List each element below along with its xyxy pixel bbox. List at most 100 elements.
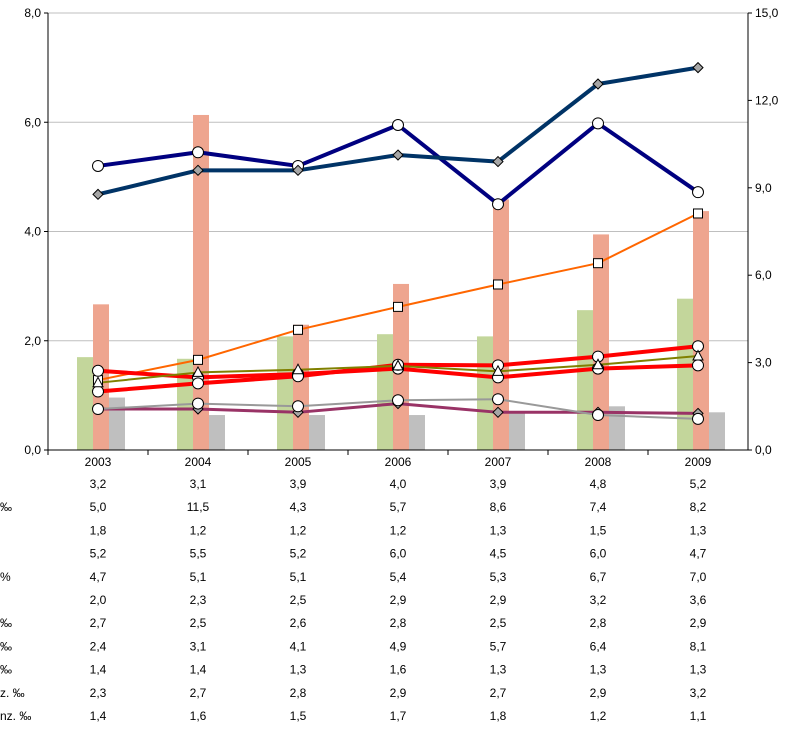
bar: [77, 357, 93, 450]
table-cell: 2,3: [90, 686, 107, 700]
marker-triangle: [192, 365, 204, 377]
table-cell: 2,0: [90, 593, 107, 607]
marker-diamond: [392, 149, 404, 161]
marker-triangle: [92, 376, 104, 388]
marker-circle: [292, 400, 304, 413]
table-cell: 6,4: [590, 639, 607, 653]
y-tick-label-left: 8,0: [24, 6, 41, 20]
table-cell: 4,3: [290, 500, 307, 514]
marker-triangle: [392, 359, 404, 371]
table-cell: 2,8: [390, 616, 407, 630]
table-cell: 5,5: [190, 547, 207, 561]
y-tick-label-right: 0,0: [755, 443, 772, 457]
table-cell: 3,1: [190, 477, 207, 491]
bar: [193, 114, 209, 450]
marker-circle: [92, 385, 104, 398]
table-cell: 8,2: [690, 500, 707, 514]
y-tick-label-left: 0,0: [24, 443, 41, 457]
bar: [109, 397, 125, 450]
marker-circle: [592, 117, 604, 130]
table-cell: 2,5: [290, 593, 307, 607]
marker-circle: [592, 409, 604, 422]
data-table: 3,2 3,1 3,9 4,0 3,9 4,8 5,2 ‰ 5,0 11,5 4,3 5,7 8,6 7,…: [0, 477, 707, 723]
bar: [377, 334, 393, 450]
series-line: [97, 121, 700, 207]
bar: [493, 199, 509, 450]
table-cell: 5,0: [90, 500, 107, 514]
y-tick-label-right: 9,0: [755, 181, 772, 195]
table-row-label: ‰: [0, 500, 12, 514]
x-tick-label: 2009: [685, 455, 712, 469]
table-cell: 3,9: [490, 477, 507, 491]
table-cell: 1,8: [490, 709, 507, 723]
marker-triangle: [292, 363, 304, 375]
table-cell: 5,2: [90, 547, 107, 561]
table-cell: 1,5: [590, 523, 607, 537]
table-row-label: z. ‰: [0, 686, 25, 700]
table-cell: 2,7: [490, 686, 507, 700]
table-cell: 7,0: [690, 570, 707, 584]
y-tick-label-left: 6,0: [24, 115, 41, 129]
bar: [409, 415, 425, 450]
table-cell: 2,5: [190, 616, 207, 630]
marker-diamond: [192, 164, 204, 177]
marker-triangle: [492, 364, 504, 376]
marker-square: [493, 279, 503, 290]
marker-diamond: [492, 155, 504, 168]
marker-diamond: [592, 78, 604, 90]
table-cell: 3,6: [690, 593, 707, 607]
table-cell: 8,6: [490, 500, 507, 514]
table-row-label: %: [0, 570, 11, 584]
y-tick-label-right: 3,0: [755, 356, 772, 370]
x-tick-label: 2007: [485, 455, 512, 469]
marker-circle: [692, 412, 704, 425]
marker-triangle: [592, 358, 604, 370]
table-cell: 2,9: [490, 593, 507, 607]
marker-circle: [692, 359, 704, 372]
table-cell: 4,7: [90, 570, 107, 584]
table-cell: 5,1: [290, 570, 307, 584]
table-cell: 1,2: [190, 523, 207, 537]
marker-circle: [192, 397, 204, 410]
table-cell: 4,5: [490, 547, 507, 561]
y-tick-label-left: 2,0: [24, 334, 41, 348]
bar: [693, 211, 709, 450]
marker-diamond: [692, 61, 704, 74]
table-cell: 1,4: [90, 663, 107, 677]
table-cell: 5,1: [190, 570, 207, 584]
marker-circle: [192, 146, 204, 159]
table-cell: 1,3: [490, 523, 507, 537]
y-tick-label-right: 6,0: [755, 268, 772, 282]
table-cell: 1,2: [390, 523, 407, 537]
y-tick-label-left: 4,0: [24, 225, 41, 239]
table-cell: 1,4: [90, 709, 107, 723]
table-row-label: ‰: [0, 639, 12, 653]
marker-square: [693, 208, 703, 219]
table-row-label: ‰: [0, 663, 12, 677]
table-cell: 1,1: [690, 709, 707, 723]
x-tick-label: 2003: [85, 455, 112, 469]
marker-circle: [92, 159, 104, 172]
table-cell: 3,2: [690, 686, 707, 700]
marker-circle: [92, 364, 104, 377]
marker-diamond: [292, 164, 304, 177]
series-markers: [92, 61, 704, 425]
table-cell: 2,9: [690, 616, 707, 630]
table-row-label: nz. ‰: [0, 709, 31, 723]
table-cell: 4,9: [390, 639, 407, 653]
marker-square: [193, 354, 203, 365]
table-cell: 5,3: [490, 570, 507, 584]
table-cell: 1,4: [190, 663, 207, 677]
marker-square: [293, 324, 303, 335]
marker-circle: [692, 186, 704, 199]
table-cell: 5,2: [690, 477, 707, 491]
bar: [209, 415, 225, 450]
table-cell: 6,7: [590, 570, 607, 584]
table-cell: 2,7: [90, 616, 107, 630]
table-cell: 2,4: [90, 639, 107, 653]
bar: [609, 406, 625, 450]
table-cell: 1,3: [590, 663, 607, 677]
marker-square: [393, 301, 403, 312]
table-cell: 2,8: [590, 616, 607, 630]
bar: [709, 412, 725, 450]
